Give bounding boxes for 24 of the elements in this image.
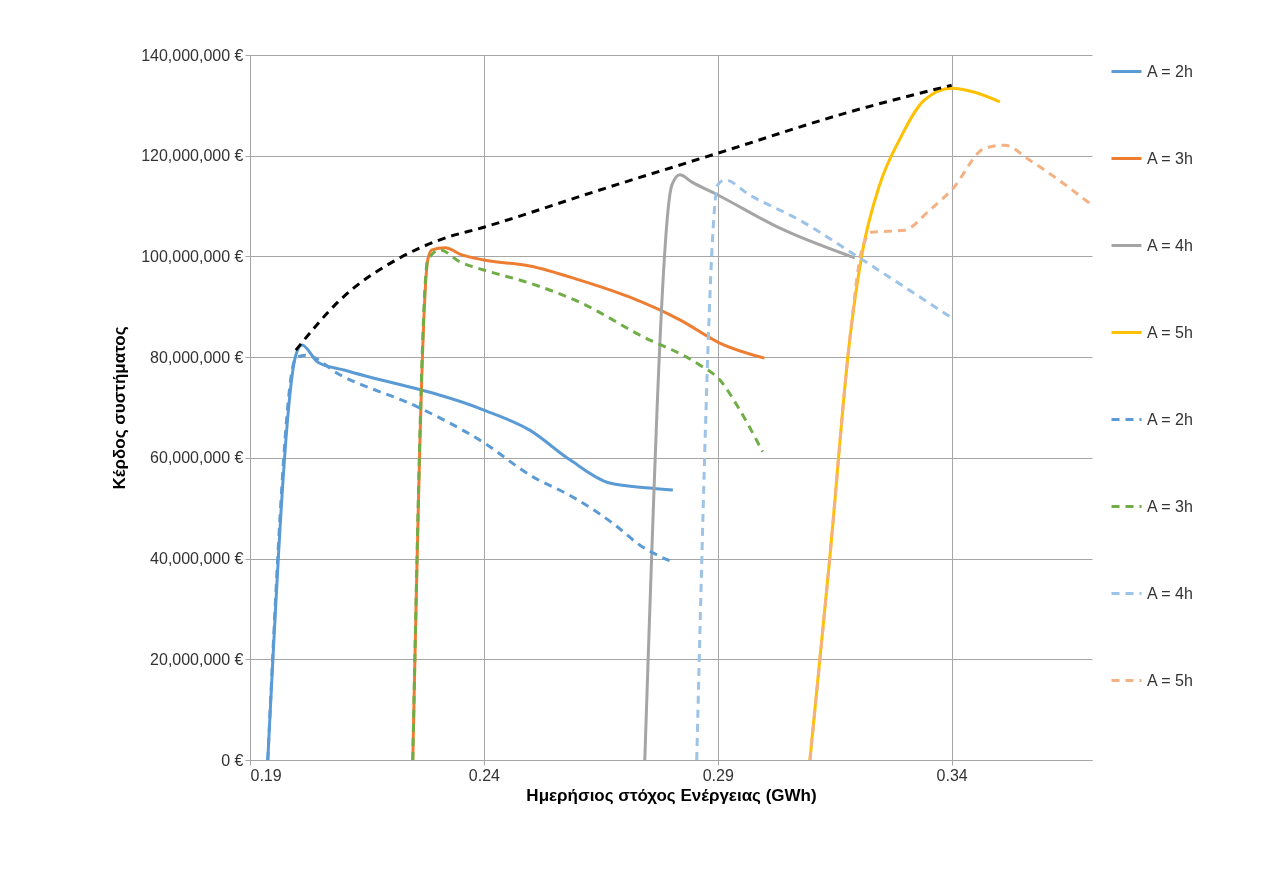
y-tick-label: 60,000,000 €	[150, 449, 244, 467]
line-series	[808, 143, 1092, 760]
legend-label: A = 2h	[1147, 62, 1193, 80]
legend-label: A = 4h	[1147, 584, 1193, 602]
legend-label: A = 5h	[1147, 323, 1193, 341]
y-tick-label: 0 €	[221, 751, 244, 769]
line-series	[294, 83, 954, 352]
y-axis-title: Κέρδος συστήματος	[110, 326, 130, 490]
x-tick-label: 0.34	[936, 766, 968, 784]
legend-label: A = 3h	[1147, 497, 1193, 515]
legend-label: A = 3h	[1147, 149, 1193, 167]
y-tick-label: 40,000,000 €	[150, 550, 244, 568]
x-tick-label: 0.24	[468, 766, 501, 784]
y-tick-label: 20,000,000 €	[150, 650, 244, 668]
legend-label: A = 4h	[1147, 236, 1193, 254]
x-tick-label: 0.19	[250, 766, 282, 784]
legend-label: A = 5h	[1147, 671, 1193, 689]
legend-label: A = 2h	[1147, 410, 1193, 428]
y-tick-label: 140,000,000 €	[141, 46, 244, 64]
y-tick-label: 100,000,000 €	[141, 247, 244, 265]
y-tick-label: 120,000,000 €	[141, 147, 244, 165]
y-tick-label: 80,000,000 €	[150, 348, 244, 366]
x-axis-title: Ημερήσιος στόχος Ενέργειας (GWh)	[526, 785, 817, 805]
x-tick-label: 0.29	[702, 766, 734, 784]
